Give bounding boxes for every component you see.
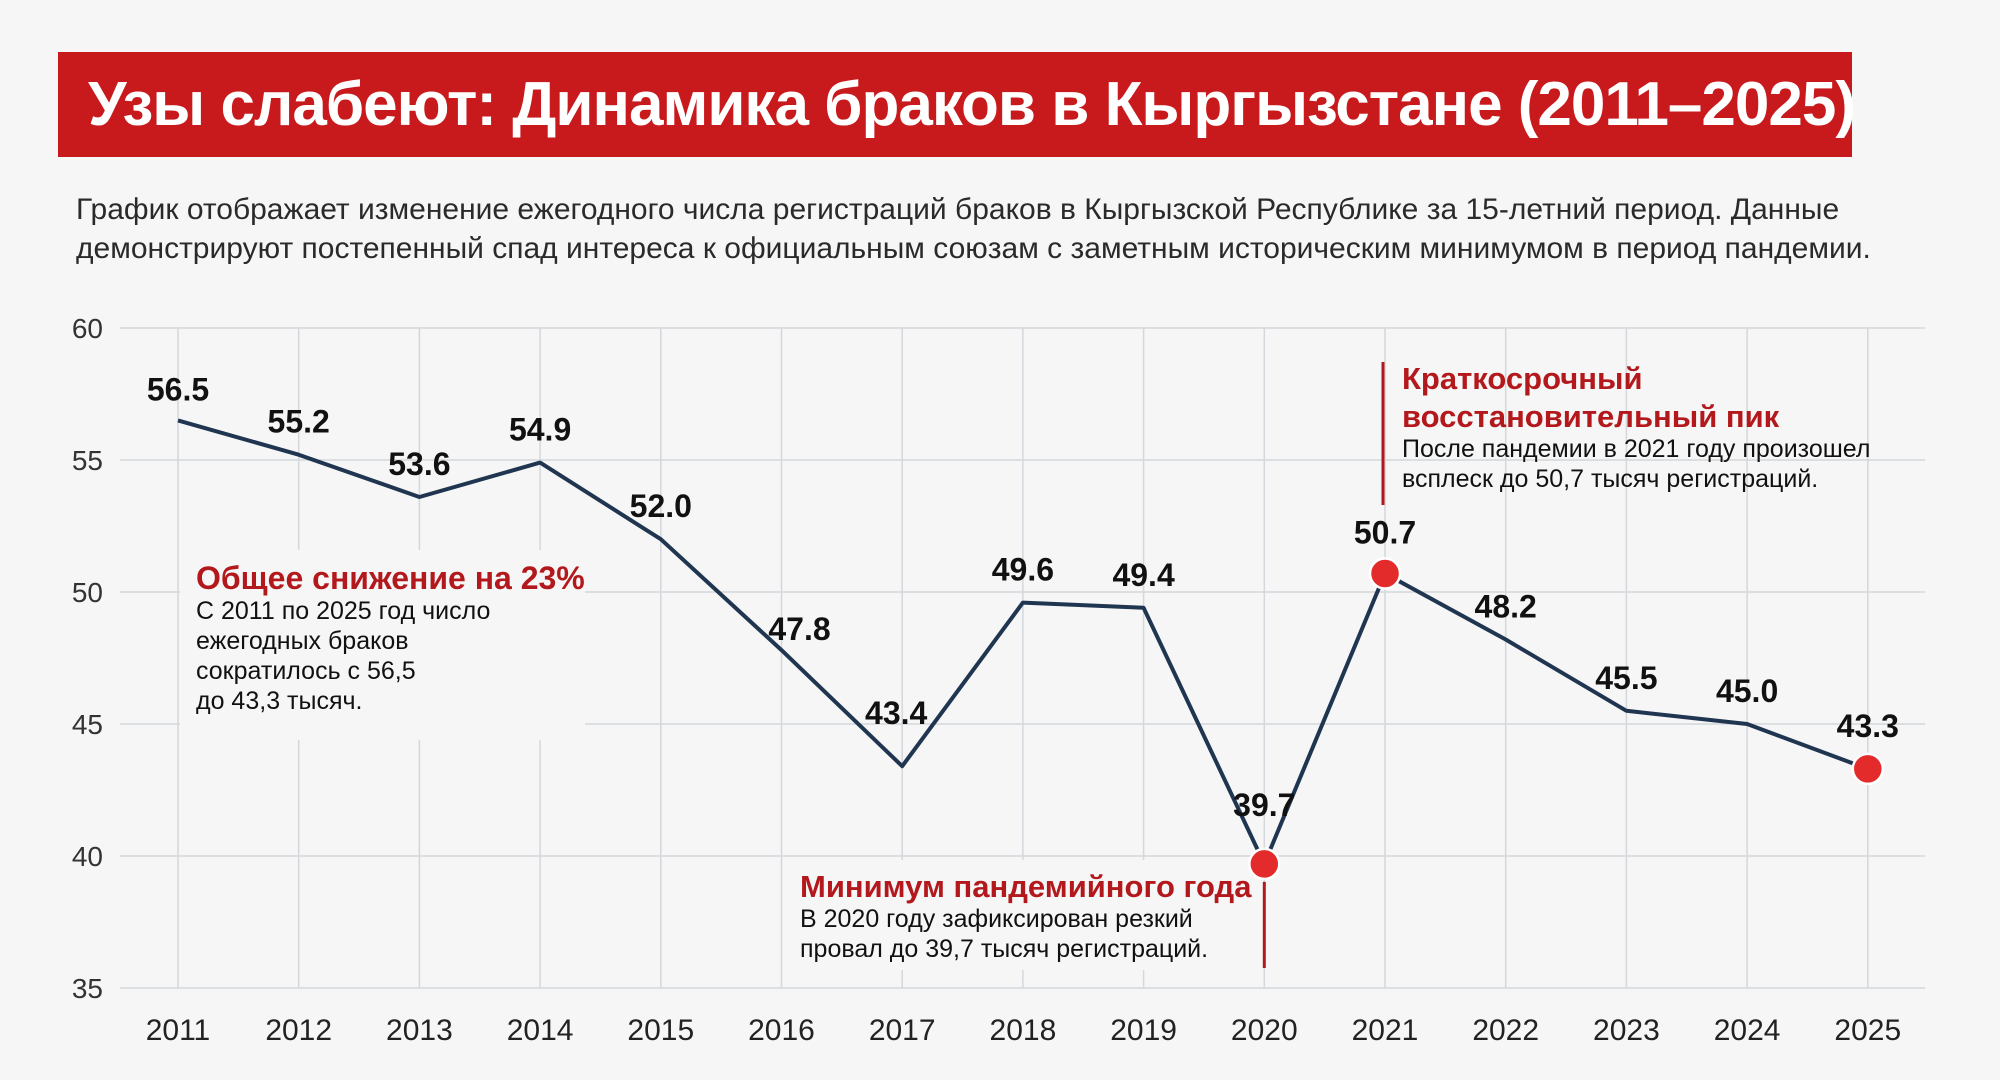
- annotation-backdrop: [790, 860, 1250, 970]
- data-label-2017: 43.4: [865, 695, 927, 731]
- y-tick-label: 50: [72, 577, 103, 608]
- data-label-2022: 48.2: [1475, 589, 1537, 625]
- data-label-2014: 54.9: [509, 412, 571, 448]
- x-tick-label: 2020: [1231, 1014, 1298, 1047]
- x-tick-label: 2021: [1352, 1014, 1419, 1047]
- annotation-backdrop: [180, 550, 585, 740]
- annotation-peak-body: всплеск до 50,7 тысяч регистраций.: [1402, 465, 1818, 493]
- data-label-2011: 56.5: [147, 371, 209, 407]
- data-label-2020: 39.7: [1233, 787, 1295, 823]
- series-line: [177, 418, 1869, 866]
- annotation-decline-body: С 2011 по 2025 год число: [196, 597, 490, 625]
- data-label-2019: 49.4: [1112, 557, 1174, 593]
- x-tick-label: 2018: [990, 1014, 1057, 1047]
- x-tick-label: 2022: [1472, 1014, 1539, 1047]
- chart-subtitle: График отображает изменение ежегодного ч…: [76, 193, 1871, 265]
- y-tick-label: 60: [72, 313, 103, 344]
- highlight-point-2021: [1368, 557, 1402, 590]
- y-tick-label: 45: [72, 709, 103, 740]
- x-tick-label: 2024: [1714, 1014, 1781, 1047]
- title-banner: Узы слабеют: Динамика браков в Кыргызста…: [58, 52, 1856, 157]
- y-tick-label: 55: [72, 445, 103, 476]
- data-label-2018: 49.6: [992, 552, 1054, 588]
- data-label-2025: 43.3: [1837, 708, 1899, 744]
- data-label-2015: 52.0: [630, 488, 692, 524]
- x-tick-label: 2015: [627, 1014, 694, 1047]
- data-label-2016: 47.8: [768, 611, 830, 647]
- data-label-2012: 55.2: [268, 404, 330, 440]
- y-tick-label: 35: [72, 973, 103, 1004]
- annotation-minimum-body: В 2020 году зафиксирован резкий: [800, 905, 1193, 933]
- annotation-minimum-body: провал до 39,7 тысяч регистраций.: [800, 935, 1208, 963]
- annotation-decline-body: до 43,3 тысяч.: [196, 687, 362, 715]
- x-tick-label: 2023: [1593, 1014, 1660, 1047]
- x-tick-label: 2017: [869, 1014, 936, 1047]
- x-tick-label: 2016: [748, 1014, 815, 1047]
- annotation-peak-body: После пандемии в 2021 году произошел: [1402, 435, 1870, 463]
- annotation-decline-body: сократилось с 56,5: [196, 657, 416, 685]
- data-label-2013: 53.6: [388, 446, 450, 482]
- y-tick-label: 40: [72, 841, 103, 872]
- x-tick-label: 2025: [1834, 1014, 1901, 1047]
- highlight-point-2025: [1851, 752, 1885, 786]
- x-tick-label: 2013: [386, 1014, 453, 1047]
- data-label-2023: 45.5: [1595, 660, 1657, 696]
- annotation-peak-heading: Краткосрочный: [1402, 361, 1643, 396]
- x-tick-label: 2019: [1110, 1014, 1177, 1047]
- chart-title: Узы слабеют: Динамика браков в Кыргызста…: [88, 70, 1856, 139]
- x-tick-label: 2011: [146, 1014, 211, 1047]
- x-tick-label: 2012: [265, 1014, 332, 1047]
- annotation-peak-heading: восстановительный пик: [1402, 399, 1780, 434]
- x-tick-label: 2014: [507, 1014, 574, 1047]
- annotation-decline-heading: Общее снижение на 23%: [196, 560, 585, 596]
- data-label-2021: 50.7: [1354, 515, 1416, 551]
- annotation-decline-body: ежегодных браков: [196, 627, 409, 655]
- highlight-point-2020: [1248, 847, 1281, 881]
- data-label-2024: 45.0: [1716, 673, 1778, 709]
- annotation-minimum-heading: Минимум пандемийного года: [800, 869, 1252, 904]
